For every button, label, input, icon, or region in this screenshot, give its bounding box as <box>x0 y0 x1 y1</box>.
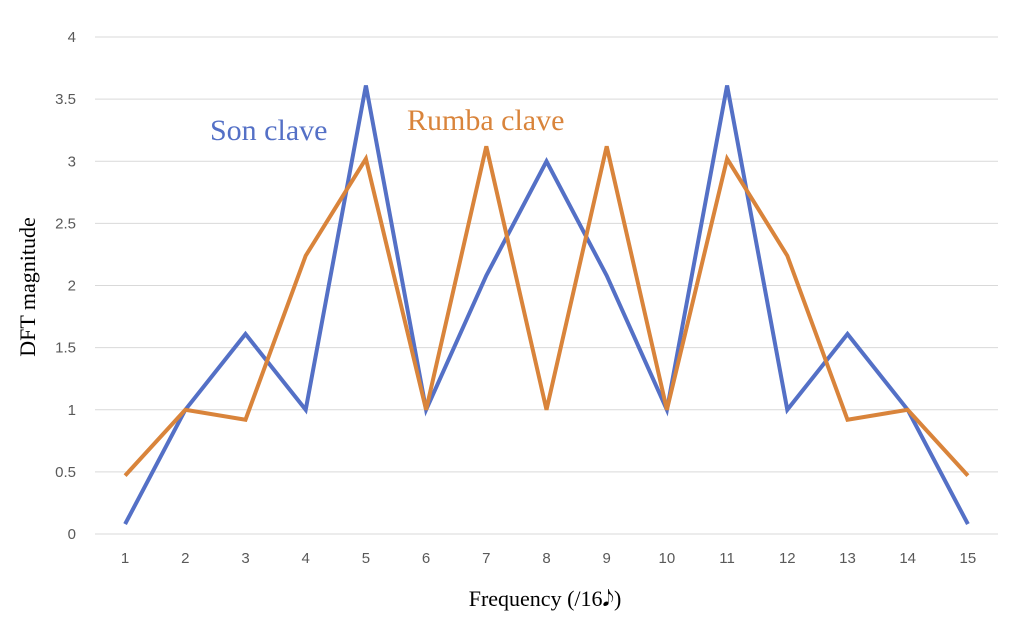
series-lines <box>123 85 970 526</box>
x-tick-label: 15 <box>960 550 977 567</box>
x-tick-label: 1 <box>121 550 129 567</box>
y-tick-labels: 0 0.5 1 1.5 2 2.5 3 3.5 4 <box>55 29 76 543</box>
x-tick-label: 6 <box>422 550 430 567</box>
y-tick-label: 1.5 <box>55 340 76 357</box>
x-tick-label: 4 <box>302 550 310 567</box>
x-tick-label: 10 <box>659 550 676 567</box>
x-tick-label: 3 <box>241 550 249 567</box>
series-label-son-clave: Son clave <box>210 114 327 147</box>
x-tick-label: 7 <box>482 550 490 567</box>
y-tick-label: 0 <box>68 526 76 543</box>
y-tick-label: 1 <box>68 402 76 419</box>
y-tick-label: 4 <box>68 29 76 46</box>
x-tick-label: 5 <box>362 550 370 567</box>
x-tick-label: 12 <box>779 550 796 567</box>
series-line-rumba-clave <box>123 145 970 477</box>
x-axis-title: Frequency (/16𝅘𝅥𝅮) <box>469 586 622 611</box>
x-tick-label: 9 <box>603 550 611 567</box>
y-tick-label: 2 <box>68 278 76 295</box>
y-tick-label: 3.5 <box>55 91 76 108</box>
series-label-rumba-clave: Rumba clave <box>407 104 564 137</box>
x-tick-labels: 1 2 3 4 5 6 7 8 9 10 11 12 13 14 15 <box>121 550 976 567</box>
y-tick-label: 0.5 <box>55 464 76 481</box>
x-tick-label: 8 <box>542 550 550 567</box>
x-tick-label: 11 <box>719 550 735 567</box>
x-tick-label: 2 <box>181 550 189 567</box>
x-tick-label: 14 <box>899 550 916 567</box>
gridlines <box>95 36 998 535</box>
y-tick-label: 3 <box>68 153 76 170</box>
y-axis-title: DFT magnitude <box>15 217 40 357</box>
x-tick-label: 13 <box>839 550 856 567</box>
series-line-son-clave <box>123 85 970 526</box>
y-tick-label: 2.5 <box>55 215 76 232</box>
